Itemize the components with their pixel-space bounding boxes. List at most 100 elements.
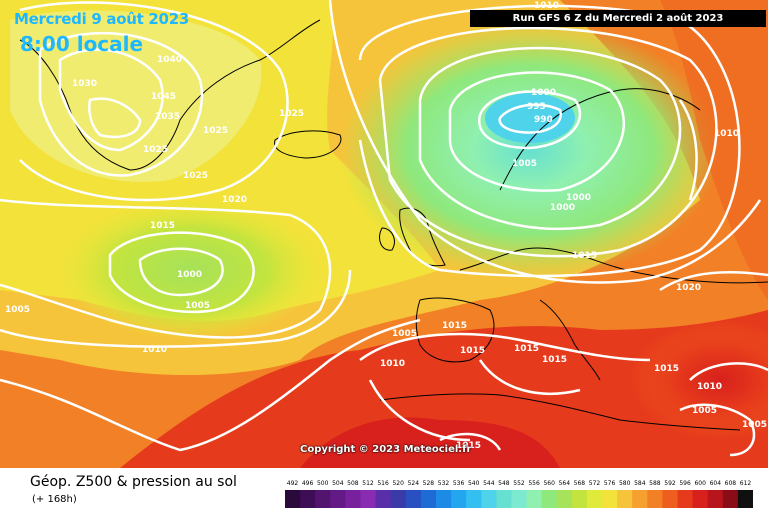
pressure-label: 1010 (142, 345, 167, 355)
isobar (0, 198, 332, 339)
scale-swatch (737, 490, 753, 508)
pressure-label: 1005 (692, 406, 717, 416)
isobar (498, 103, 562, 134)
pressure-label: 1015 (460, 346, 485, 356)
scale-tick-label: 600 (694, 480, 706, 487)
run-info: Run GFS 6 Z du Mercredi 2 août 2023 (470, 10, 766, 27)
pressure-label: 1025 (183, 171, 208, 181)
pressure-label: 1005 (5, 305, 30, 315)
legend-footer: Géop. Z500 & pression au sol (+ 168h) 49… (0, 468, 768, 512)
coastlines (19, 19, 768, 431)
scale-swatch (330, 490, 346, 508)
pressure-label: 1015 (150, 221, 175, 231)
iberia-coast (415, 297, 495, 363)
scale-tick-label: 516 (377, 480, 389, 487)
pressure-label: 1010 (714, 129, 739, 139)
weather-map: 1010 1030 1040 1045 1035 1025 1025 1025 … (0, 0, 768, 468)
isobar (448, 71, 626, 192)
scale-swatch (692, 490, 709, 508)
isobar (478, 90, 582, 150)
greenland-coast (19, 19, 321, 171)
isobar (418, 46, 682, 231)
pressure-label: 1000 (177, 270, 202, 280)
pressure-label: 1010 (380, 359, 405, 369)
scale-swatch (556, 490, 573, 508)
scale-tick-label: 508 (347, 480, 359, 487)
scale-tick-label: 552 (513, 480, 525, 487)
scale-swatch (285, 490, 301, 508)
isobar (0, 269, 352, 348)
color-scale: 492 496 500 504 508 512 516 520 524 528 532 536 540 5… (285, 480, 753, 508)
legend-title: Géop. Z500 & pression au sol (30, 474, 237, 490)
pressure-label: 1025 (143, 145, 168, 155)
pressure-label: 1000 (566, 193, 591, 203)
pressure-labels: 1010 1030 1040 1045 1035 1025 1025 1025 … (5, 1, 767, 451)
isobar (88, 97, 142, 139)
scale-tick-label: 536 (453, 480, 465, 487)
isobar (58, 48, 164, 152)
scale-swatch (375, 490, 392, 508)
scale-swatch (722, 490, 739, 508)
scale-swatch (647, 490, 663, 508)
pressure-label: 1030 (72, 79, 97, 89)
pressure-label: 1015 (654, 364, 679, 374)
scale-tick-label: 604 (710, 480, 722, 487)
pressure-label: 1010 (534, 1, 559, 11)
isobar (439, 432, 502, 451)
scale-swatch (360, 490, 377, 508)
scale-swatch (707, 490, 724, 508)
isobar (659, 271, 768, 292)
pressure-label: 1045 (151, 92, 176, 102)
scale-swatch (617, 490, 633, 508)
pressure-label: 1040 (157, 55, 182, 65)
scale-swatch (632, 490, 648, 508)
pressure-label: 1000 (531, 88, 556, 98)
scale-swatch (511, 490, 528, 508)
scale-swatch (345, 490, 361, 508)
pressure-label: 1005 (742, 420, 767, 430)
scale-tick-label: 608 (725, 480, 737, 487)
pressure-label: 1020 (676, 283, 701, 293)
scale-swatch (571, 490, 588, 508)
scale-swatch (677, 490, 694, 508)
atlantic-low-fill (60, 200, 320, 340)
scale-tick-label: 596 (679, 480, 691, 487)
isobars (0, 0, 768, 457)
scale-swatch (466, 490, 482, 508)
isobar (679, 403, 756, 457)
scale-tick-label: 584 (634, 480, 646, 487)
isobar (359, 332, 651, 362)
scale-tick-label: 500 (317, 480, 329, 487)
scale-tick-label: 520 (392, 480, 404, 487)
copyright: Copyright © 2023 Meteociel.fr (300, 444, 472, 455)
pressure-label: 1005 (512, 159, 537, 169)
isobar (19, 1, 289, 202)
isobar (138, 247, 224, 297)
isobar (689, 362, 768, 381)
scale-tick-label: 544 (483, 480, 495, 487)
isobar (678, 99, 698, 201)
scale-tick-label: 612 (740, 480, 752, 487)
norway-coast (499, 88, 701, 191)
pressure-label: 1025 (279, 109, 304, 119)
pressure-label: 1015 (542, 355, 567, 365)
pressure-label: 1010 (697, 382, 722, 392)
scale-swatch (602, 490, 618, 508)
scandinavian-low-core (485, 93, 575, 143)
pressure-label: 1015 (514, 344, 539, 354)
pressure-label: 1005 (185, 301, 210, 311)
scale-tick-label: 560 (543, 480, 555, 487)
europe-coast (459, 247, 768, 284)
scale-tick-label: 576 (604, 480, 616, 487)
scale-tick-label: 540 (468, 480, 480, 487)
pressure-label: 1020 (222, 195, 247, 205)
pressure-label: 1025 (203, 126, 228, 136)
scale-swatch (390, 490, 407, 508)
pressure-label: 1000 (550, 203, 575, 213)
scale-swatch (405, 490, 422, 508)
scale-swatch (496, 490, 512, 508)
scale-tick-label: 512 (362, 480, 374, 487)
scale-tick-label: 564 (559, 480, 571, 487)
isobar (368, 379, 471, 442)
scale-tick-label: 496 (302, 480, 314, 487)
